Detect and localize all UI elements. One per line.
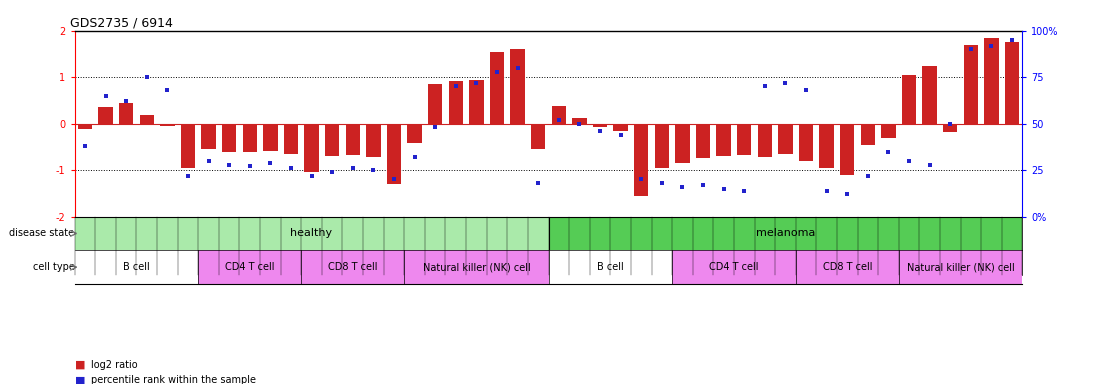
Text: log2 ratio: log2 ratio — [91, 360, 138, 370]
Bar — [470, 79, 484, 124]
Text: ■: ■ — [75, 375, 86, 384]
Text: GDS2735 / 6914: GDS2735 / 6914 — [70, 17, 172, 30]
Text: CD4 T cell: CD4 T cell — [225, 262, 274, 272]
Bar — [676, 124, 690, 163]
Bar — [799, 124, 813, 161]
Bar — [795, 250, 898, 284]
Bar — [75, 217, 548, 250]
Bar — [898, 250, 1022, 284]
Bar — [963, 45, 979, 124]
Text: CD8 T cell: CD8 T cell — [328, 262, 377, 272]
Bar — [548, 217, 1022, 250]
Bar — [139, 115, 154, 124]
Text: CD8 T cell: CD8 T cell — [823, 262, 872, 272]
Bar — [548, 250, 672, 284]
Bar — [346, 124, 360, 155]
Bar — [840, 124, 855, 175]
Bar — [78, 124, 92, 129]
Bar — [819, 124, 834, 168]
Bar — [405, 250, 548, 284]
Text: Natural killer (NK) cell: Natural killer (NK) cell — [907, 262, 1015, 272]
Text: ■: ■ — [75, 360, 86, 370]
Bar — [489, 51, 505, 124]
Bar — [449, 81, 463, 124]
Bar — [75, 250, 199, 284]
Bar — [695, 124, 710, 159]
Bar — [861, 124, 875, 144]
Bar — [325, 124, 339, 156]
Bar — [943, 124, 958, 132]
Bar — [304, 124, 319, 172]
Bar — [302, 250, 405, 284]
Bar — [552, 106, 566, 124]
Bar — [737, 124, 751, 155]
Bar — [613, 124, 627, 131]
Bar — [1005, 42, 1019, 124]
Bar — [428, 84, 442, 124]
Bar — [99, 108, 113, 124]
Bar — [387, 124, 402, 184]
Bar — [672, 250, 795, 284]
Bar — [118, 103, 134, 124]
Bar — [634, 124, 648, 196]
Bar — [242, 124, 257, 152]
Bar — [510, 49, 524, 124]
Bar — [181, 124, 195, 168]
Bar — [366, 124, 381, 157]
Text: CD4 T cell: CD4 T cell — [709, 262, 759, 272]
Text: percentile rank within the sample: percentile rank within the sample — [91, 375, 256, 384]
Bar — [592, 124, 608, 127]
Bar — [984, 38, 998, 124]
Bar — [222, 124, 236, 152]
Bar — [716, 124, 731, 156]
Text: disease state: disease state — [10, 228, 75, 238]
Text: healthy: healthy — [291, 228, 332, 238]
Text: B cell: B cell — [123, 262, 150, 272]
Text: Natural killer (NK) cell: Natural killer (NK) cell — [422, 262, 530, 272]
Bar — [881, 124, 895, 137]
Text: B cell: B cell — [597, 262, 624, 272]
Bar — [407, 124, 421, 143]
Bar — [284, 124, 298, 154]
Text: melanoma: melanoma — [756, 228, 815, 238]
Bar — [902, 75, 916, 124]
Bar — [531, 124, 545, 149]
Bar — [573, 118, 587, 124]
Text: cell type: cell type — [33, 262, 75, 272]
Bar — [758, 124, 772, 157]
Bar — [202, 124, 216, 149]
Bar — [655, 124, 669, 168]
Bar — [778, 124, 793, 154]
Bar — [199, 250, 302, 284]
Bar — [263, 124, 278, 151]
Bar — [160, 124, 174, 126]
Bar — [923, 66, 937, 124]
